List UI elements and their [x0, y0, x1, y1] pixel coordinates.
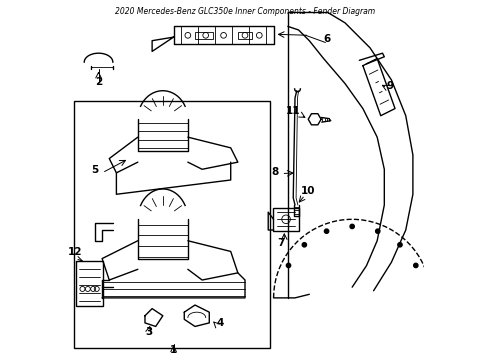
Bar — [195, 32, 213, 39]
Circle shape — [302, 243, 307, 247]
Circle shape — [286, 263, 291, 267]
Text: 8: 8 — [271, 167, 279, 177]
Circle shape — [350, 224, 354, 229]
Text: 10: 10 — [300, 186, 315, 196]
Text: 11: 11 — [286, 106, 300, 116]
Text: 6: 6 — [323, 35, 331, 45]
Text: 7: 7 — [277, 238, 284, 248]
Circle shape — [376, 229, 380, 233]
Text: 1: 1 — [170, 345, 177, 355]
Text: 9: 9 — [386, 81, 393, 91]
Circle shape — [414, 263, 418, 267]
Text: 12: 12 — [68, 247, 83, 257]
Circle shape — [324, 229, 329, 233]
Circle shape — [398, 243, 402, 247]
Bar — [238, 32, 252, 39]
Text: 3: 3 — [145, 327, 152, 337]
Text: 2: 2 — [95, 77, 102, 87]
Text: 2020 Mercedes-Benz GLC350e Inner Components - Fender Diagram: 2020 Mercedes-Benz GLC350e Inner Compone… — [115, 7, 375, 16]
Text: 5: 5 — [91, 165, 98, 175]
Text: 4: 4 — [217, 319, 224, 328]
